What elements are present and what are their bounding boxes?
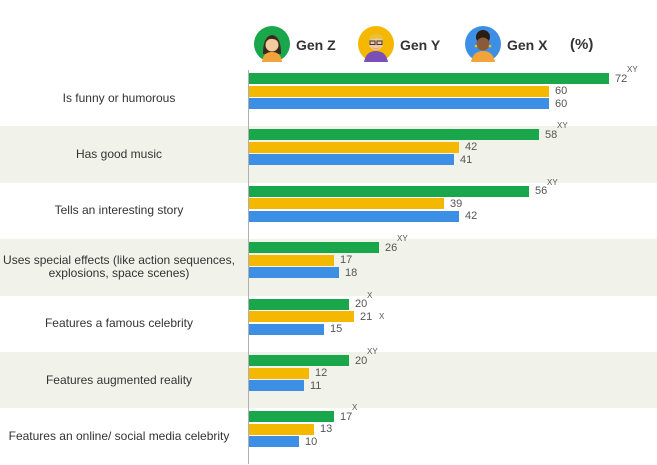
significance-marker: X xyxy=(379,312,385,322)
data-label: 42 xyxy=(465,141,478,154)
data-label: 42 xyxy=(465,210,478,223)
bar-gen-x xyxy=(249,323,324,335)
data-label: 60 xyxy=(555,97,568,110)
bar-gen-x xyxy=(249,380,304,391)
data-label: 17 xyxy=(340,254,353,267)
data-label: 17 xyxy=(340,410,353,423)
category-label: Features a famous celebrity xyxy=(44,316,194,331)
bar-gen-y xyxy=(249,311,354,323)
data-label: 10 xyxy=(305,435,318,448)
bar-gen-z xyxy=(249,129,539,141)
category-label: Features an online/ social media celebri… xyxy=(8,429,230,444)
category-label: Features augmented reality xyxy=(45,372,193,387)
avatar-girl-icon xyxy=(254,26,290,62)
data-label: 12 xyxy=(315,367,328,379)
unit-label: (%) xyxy=(570,36,594,53)
bar-gen-y xyxy=(249,254,334,266)
significance-marker: XY xyxy=(397,234,408,244)
bar-gen-z xyxy=(249,73,609,84)
bar-gen-x xyxy=(249,98,549,109)
data-label: 20 xyxy=(355,298,368,311)
data-label: 41 xyxy=(460,153,473,166)
bar-gen-x xyxy=(249,210,459,222)
bar-gen-z xyxy=(249,185,529,197)
legend-item: Gen X xyxy=(465,26,565,66)
significance-marker: XY xyxy=(547,177,558,187)
bar-gen-z xyxy=(249,242,379,254)
data-label: 11 xyxy=(310,379,322,392)
data-label: 56 xyxy=(535,185,548,198)
data-label: 58 xyxy=(545,128,558,141)
data-label: 21 xyxy=(360,310,373,323)
bar-gen-y xyxy=(249,367,309,379)
data-label: 26 xyxy=(385,241,398,254)
category-label: Tells an interesting story xyxy=(54,203,184,218)
category-label: Uses special effects (like action sequen… xyxy=(3,253,235,281)
data-label: 18 xyxy=(345,266,358,279)
significance-marker: XY xyxy=(367,347,378,356)
legend-label: Gen X xyxy=(507,37,548,53)
bar-gen-x xyxy=(249,436,299,448)
significance-marker: XY xyxy=(627,65,638,74)
significance-marker: XY xyxy=(557,121,568,131)
data-label: 60 xyxy=(555,85,568,97)
legend-label: Gen Y xyxy=(400,37,441,53)
legend-item: Gen Z xyxy=(254,26,354,66)
significance-marker: X xyxy=(367,290,373,300)
bar-gen-x xyxy=(249,267,339,279)
legend-item: Gen Y xyxy=(358,26,458,66)
data-label: 20 xyxy=(355,354,368,367)
y-axis-line xyxy=(248,70,249,464)
significance-marker: X xyxy=(352,403,358,413)
bar-gen-y xyxy=(249,198,444,210)
data-label: 39 xyxy=(450,197,463,210)
data-label: 15 xyxy=(330,323,343,336)
bar-gen-z xyxy=(249,411,334,423)
bar-gen-z xyxy=(249,355,349,366)
avatar-guy-glasses-icon xyxy=(358,26,394,62)
bar-gen-z xyxy=(249,298,349,310)
data-label: 72 xyxy=(615,72,628,85)
data-label: 13 xyxy=(320,423,333,436)
bar-gen-y xyxy=(249,423,314,435)
avatar-woman-icon xyxy=(465,26,501,62)
legend-label: Gen Z xyxy=(296,37,336,53)
bar-gen-y xyxy=(249,141,459,153)
category-label: Has good music xyxy=(75,147,163,162)
category-label: Is funny or humorous xyxy=(62,90,176,105)
bar-gen-y xyxy=(249,85,549,97)
bar-gen-x xyxy=(249,154,454,166)
